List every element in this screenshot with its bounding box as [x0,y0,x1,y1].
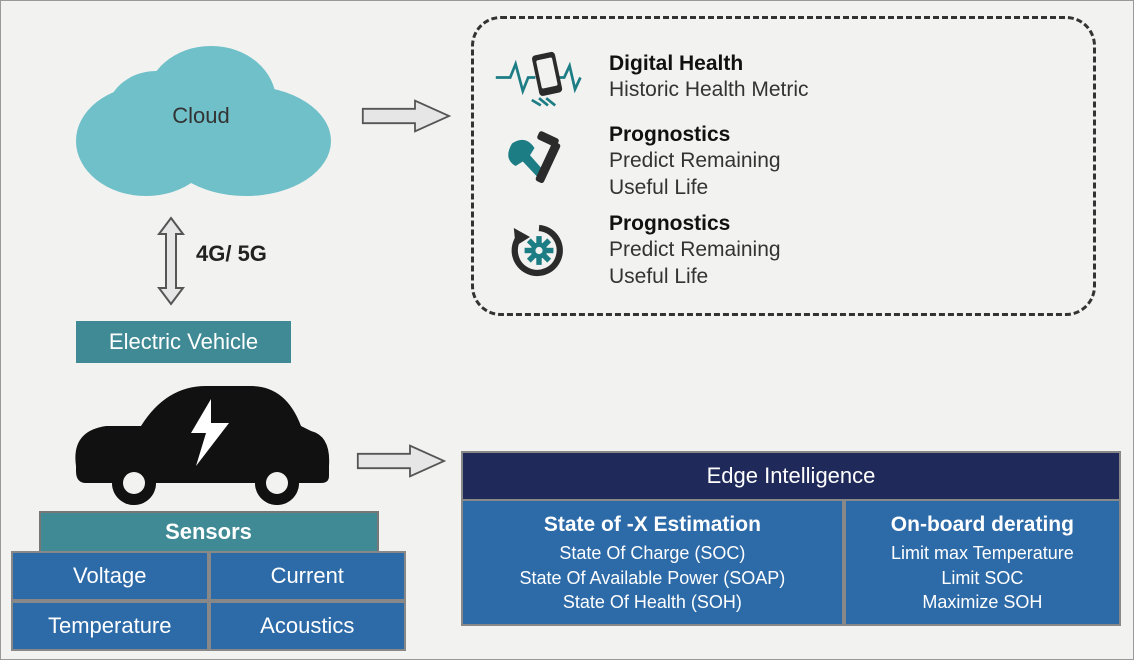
edge-left-l2: State Of Available Power (SOAP) [520,568,786,588]
gear-cycle-icon [494,216,584,286]
edge-intelligence-table: Edge Intelligence State of -X Estimation… [461,451,1121,626]
service-prognostics-tools: Prognostics Predict Remaining Useful Lif… [494,122,1073,201]
sensors-table: Sensors Voltage Current Temperature Acou… [11,511,406,651]
service-prognostics-cycle: Prognostics Predict Remaining Useful Lif… [494,211,1073,290]
edge-right-title: On-board derating [852,511,1113,539]
cloud-label: Cloud [61,31,341,201]
sensor-acoustics: Acoustics [209,601,407,651]
cloud-block: Cloud [61,31,341,201]
cloud-services-box: Digital Health Historic Health Metric Pr… [471,16,1096,316]
ev-car-icon [51,371,336,506]
ev-label-band: Electric Vehicle [76,321,291,363]
service-line2: Useful Life [609,265,708,288]
service-line2: Useful Life [609,176,708,199]
edge-right-l2: Limit SOC [941,568,1023,588]
arrow-bidirectional-4g5g [156,216,186,306]
phone-pulse-icon [494,42,584,112]
edge-onboard-derating: On-board derating Limit max Temperature … [844,501,1121,626]
edge-state-estimation: State of -X Estimation State Of Charge (… [461,501,844,626]
edge-right-l1: Limit max Temperature [891,543,1074,563]
network-label: 4G/ 5G [196,241,267,267]
tools-icon [494,127,584,197]
sensor-current: Current [209,551,407,601]
service-line1: Predict Remaining [609,238,781,261]
arrow-cloud-to-cloudservices [361,96,451,136]
edge-left-l1: State Of Charge (SOC) [559,543,745,563]
service-title: Prognostics [609,212,730,235]
sensors-header: Sensors [39,511,379,551]
service-title: Digital Health [609,52,743,75]
sensor-voltage: Voltage [11,551,209,601]
edge-header: Edge Intelligence [461,451,1121,501]
sensor-temperature: Temperature [11,601,209,651]
service-digital-health: Digital Health Historic Health Metric [494,42,1073,112]
edge-left-l3: State Of Health (SOH) [563,592,742,612]
edge-right-l3: Maximize SOH [922,592,1042,612]
edge-left-title: State of -X Estimation [469,511,836,539]
service-line1: Predict Remaining [609,149,781,172]
service-title: Prognostics [609,123,730,146]
arrow-ev-to-edge [356,441,446,481]
service-line1: Historic Health Metric [609,78,809,101]
